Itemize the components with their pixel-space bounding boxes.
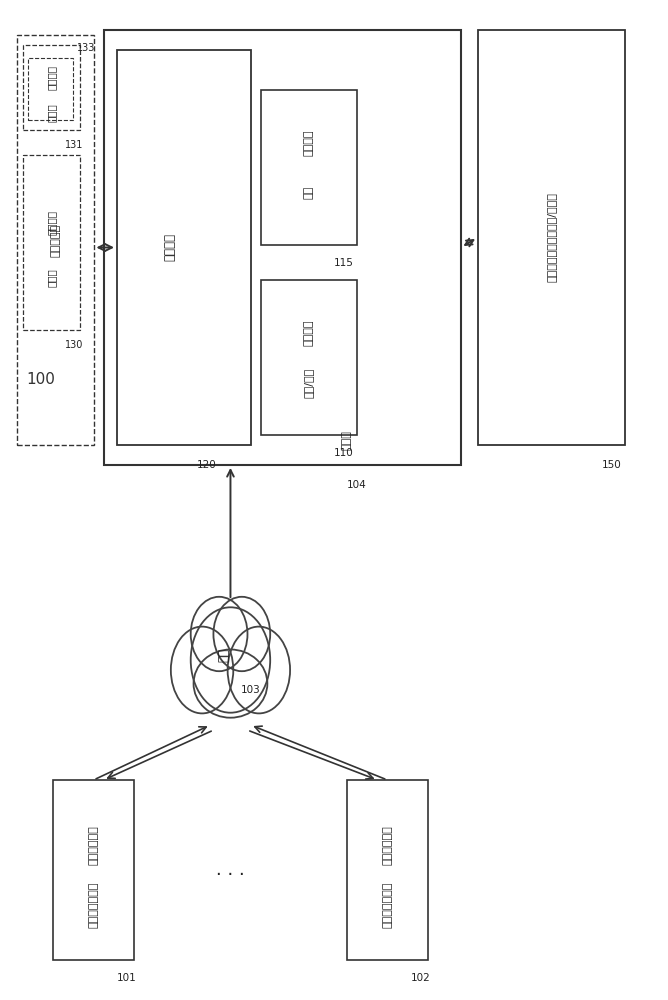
Text: 101: 101 [117,973,137,983]
Text: 数据库: 数据库 [47,103,57,122]
Text: 模型: 模型 [304,186,314,199]
Text: 如，移动装置）: 如，移动装置） [89,882,98,928]
Text: 110: 110 [334,448,354,458]
Bar [261,90,357,245]
Text: 模块/系统: 模块/系统 [304,367,314,398]
Text: 客户装置（例: 客户装置（例 [89,825,98,865]
Text: 数据库: 数据库 [47,268,57,287]
Text: 网络: 网络 [217,648,230,662]
Text: 如，移动装置）: 如，移动装置） [383,882,392,928]
Text: 103: 103 [240,685,261,695]
Bar [104,30,461,465]
Ellipse shape [228,627,290,713]
Text: 130: 130 [65,340,84,350]
Text: 用户分类: 用户分类 [304,129,314,156]
Ellipse shape [171,627,233,713]
Text: 100: 100 [27,372,55,387]
Bar [53,780,134,960]
Text: 104: 104 [347,480,367,490]
Text: 用户分类模型训练系统/服务器: 用户分类模型训练系统/服务器 [546,193,556,282]
Ellipse shape [213,597,270,671]
Bar [261,280,357,435]
Bar [117,50,250,445]
Text: 辅助内容: 辅助内容 [47,65,57,90]
Text: 客户装置（例: 客户装置（例 [383,825,392,865]
Text: 133: 133 [77,43,96,53]
Text: 150: 150 [601,460,621,470]
Text: 搜索引擎: 搜索引擎 [164,233,177,261]
Ellipse shape [191,607,270,713]
Bar [17,35,94,445]
Bar [28,58,73,120]
Text: . . .: . . . [216,861,245,879]
Bar [347,780,428,960]
Text: 服务器: 服务器 [341,430,351,450]
Text: 内容数据库: 内容数据库 [50,223,60,257]
Text: 用户分类: 用户分类 [304,319,314,346]
Ellipse shape [194,650,267,718]
Text: 115: 115 [334,258,354,268]
Text: 131: 131 [65,140,84,150]
Ellipse shape [191,597,247,671]
Text: 120: 120 [197,460,217,470]
Text: 主要内容: 主要内容 [47,210,57,235]
Bar [478,30,625,445]
Bar [23,45,80,130]
Bar [23,155,80,330]
Text: 102: 102 [411,973,431,983]
